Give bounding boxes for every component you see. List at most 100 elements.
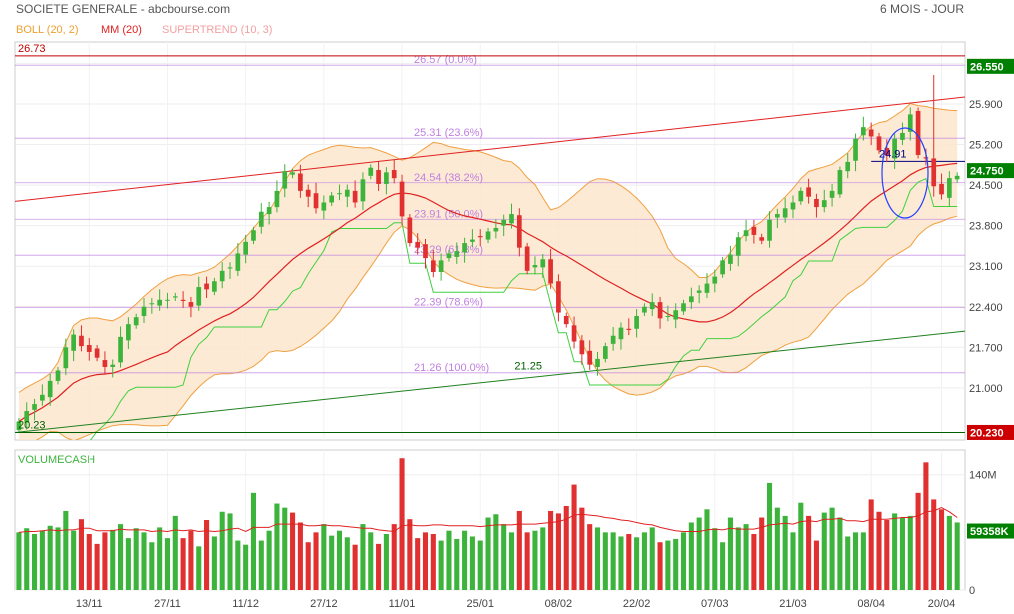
candle-down — [548, 259, 553, 284]
candle-up — [673, 310, 679, 320]
y-tick-label: 25.200 — [969, 140, 1003, 152]
candle-up — [337, 193, 342, 195]
candle-up — [704, 283, 710, 293]
volume-bar — [829, 507, 835, 590]
candle-up — [501, 219, 507, 226]
candle-down — [313, 193, 319, 209]
volume-bar — [751, 534, 757, 590]
candle-down — [876, 136, 882, 151]
candle-down — [391, 170, 397, 179]
volume-bar — [250, 492, 257, 590]
y-tick-label: 23.800 — [969, 221, 1003, 233]
low-marker-label: 21.25 — [514, 360, 542, 372]
fibonacci-levels: 26.57 (0.0%) 25.31 (23.6%) 24.54 (38.2%) 23… — [15, 54, 965, 374]
volume-bar — [274, 503, 280, 590]
candle-up — [196, 287, 202, 306]
volume-bar — [673, 538, 679, 590]
volume-bar — [55, 527, 61, 590]
volume-bar — [931, 499, 937, 590]
candle-down — [79, 335, 84, 347]
candle-up — [251, 230, 256, 241]
candle-up — [368, 167, 374, 176]
volume-bar — [899, 517, 905, 590]
candle-down — [626, 328, 632, 330]
candle-down — [556, 281, 561, 313]
volume-bar — [188, 530, 194, 590]
candle-up — [71, 334, 76, 351]
candle-up — [344, 189, 350, 197]
volume-bar — [704, 509, 710, 590]
candle-up — [485, 231, 491, 240]
candle-down — [524, 246, 530, 271]
candle-down — [563, 316, 569, 325]
volume-bar — [587, 524, 593, 590]
candle-up — [165, 299, 170, 301]
volume-bar — [462, 530, 468, 590]
candle-down — [94, 348, 100, 358]
candle-up — [110, 364, 116, 368]
volume-title: VOLUMECASH — [18, 454, 95, 466]
candle-down — [868, 129, 874, 137]
candle-down — [931, 158, 937, 187]
volume-bar — [516, 510, 522, 590]
volume-value-label: 59358K — [970, 526, 1009, 538]
volume-bar — [430, 534, 436, 590]
volume-bar — [907, 515, 913, 590]
volume-bars — [16, 458, 960, 590]
volume-bar — [258, 540, 264, 590]
volume-bar — [86, 534, 92, 590]
candle-up — [775, 214, 780, 218]
x-tick-label: 11/01 — [389, 598, 416, 610]
x-tick-label: 27/11 — [154, 598, 181, 610]
candle-up — [32, 404, 37, 410]
fibonacci-label: 26.57 (0.0%) — [414, 54, 477, 66]
candle-up — [212, 281, 217, 292]
candle-up — [493, 227, 499, 232]
candle-up — [782, 208, 788, 218]
volume-bar — [391, 524, 397, 590]
volume-bar — [618, 536, 624, 590]
highlight-ellipse — [881, 127, 929, 219]
volume-bar — [712, 528, 718, 590]
x-tick-label: 21/03 — [779, 598, 807, 610]
candle-up — [126, 324, 131, 341]
candle-down — [399, 181, 405, 217]
y-tick-label: 25.900 — [969, 99, 1003, 111]
volume-bar — [415, 538, 421, 590]
volume-bar — [571, 484, 577, 590]
candle-down — [86, 344, 92, 352]
legend-supertrend: SUPERTREND (10, 3) — [162, 24, 272, 36]
volume-y-tick-label: 140M — [969, 470, 997, 482]
candle-up — [688, 296, 694, 303]
x-tick-label: 08/02 — [545, 598, 573, 610]
volume-bar — [939, 509, 945, 590]
volume-bar — [180, 538, 186, 590]
volume-bar — [47, 525, 53, 590]
volume-bar — [196, 546, 202, 590]
candle-down — [102, 360, 108, 368]
volume-bar — [884, 520, 890, 590]
candle-up — [681, 303, 686, 312]
candle-down — [587, 350, 593, 365]
candle-up — [829, 190, 835, 198]
candle-up — [274, 190, 280, 208]
volume-bar — [211, 536, 217, 590]
volume-bar — [78, 519, 85, 590]
candle-down — [415, 241, 421, 248]
y-tick-label: 24.500 — [969, 180, 1003, 192]
candle-up — [172, 296, 178, 298]
volume-bar — [313, 532, 319, 590]
candle-up — [63, 347, 69, 369]
candle-up — [634, 316, 639, 329]
volume-bar — [845, 536, 851, 590]
volume-bar — [610, 532, 616, 590]
volume-bar — [892, 513, 898, 590]
candle-up — [790, 202, 796, 210]
volume-bar — [422, 532, 429, 590]
x-tick-label: 22/02 — [623, 598, 651, 610]
volume-bar — [837, 517, 843, 590]
volume-bar — [305, 542, 311, 590]
volume-bar — [172, 515, 178, 590]
volume-bar — [876, 511, 882, 590]
